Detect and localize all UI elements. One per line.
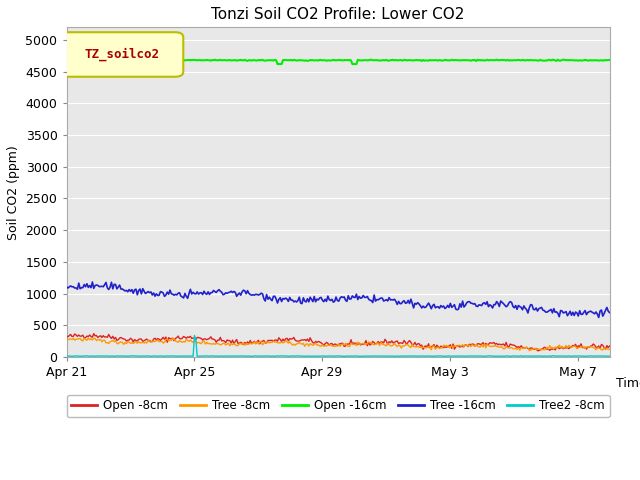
Title: Tonzi Soil CO2 Profile: Lower CO2: Tonzi Soil CO2 Profile: Lower CO2 bbox=[211, 7, 465, 22]
Y-axis label: Soil CO2 (ppm): Soil CO2 (ppm) bbox=[7, 145, 20, 240]
X-axis label: Time: Time bbox=[616, 377, 640, 390]
Legend: Open -8cm, Tree -8cm, Open -16cm, Tree -16cm, Tree2 -8cm: Open -8cm, Tree -8cm, Open -16cm, Tree -… bbox=[67, 395, 609, 417]
Text: TZ_soilco2: TZ_soilco2 bbox=[84, 48, 159, 61]
FancyBboxPatch shape bbox=[61, 32, 183, 77]
